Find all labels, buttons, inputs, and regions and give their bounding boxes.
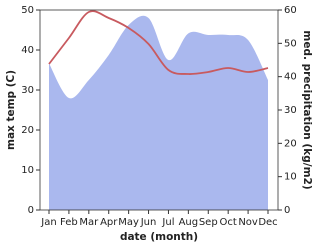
y-axis-label: max temp (C) xyxy=(5,70,17,150)
x-tick-label: Apr xyxy=(100,217,118,228)
y2-tick-label: 20 xyxy=(284,138,297,149)
x-tick-label: May xyxy=(118,217,139,228)
y2-tick-label: 10 xyxy=(284,172,297,183)
temp-line xyxy=(48,10,269,75)
x-tick-label: Oct xyxy=(220,217,237,228)
x-tick-label: Mar xyxy=(79,217,99,228)
y2-tick-label: 40 xyxy=(284,72,297,83)
y2-tick-label: 60 xyxy=(284,5,297,16)
y2-tick-label: 50 xyxy=(284,38,297,49)
x-tick-label: Jun xyxy=(140,217,157,228)
y-tick-label: 30 xyxy=(21,85,34,96)
y2-axis-label: med. precipitation (kg/m2) xyxy=(301,30,313,189)
x-tick-label: Jul xyxy=(161,217,174,228)
y2-tick-label: 30 xyxy=(284,105,297,116)
y-tick-label: 20 xyxy=(21,125,34,136)
x-tick-label: Sep xyxy=(199,217,218,228)
chart: date (month) max temp (C) med. precipita… xyxy=(5,5,313,243)
y-tick-label: 0 xyxy=(28,205,34,216)
x-tick-label: Jan xyxy=(40,217,56,228)
x-tick-label: Dec xyxy=(258,217,277,228)
x-tick-label: Feb xyxy=(60,217,78,228)
x-tick-label: Nov xyxy=(238,217,258,228)
y-tick-label: 40 xyxy=(21,45,34,56)
x-tick-label: Aug xyxy=(179,217,199,228)
precip-area xyxy=(49,15,268,210)
y-tick-label: 50 xyxy=(21,5,34,16)
y2-tick-label: 0 xyxy=(284,205,290,216)
x-axis-label: date (month) xyxy=(120,231,198,243)
y-tick-label: 10 xyxy=(21,165,34,176)
